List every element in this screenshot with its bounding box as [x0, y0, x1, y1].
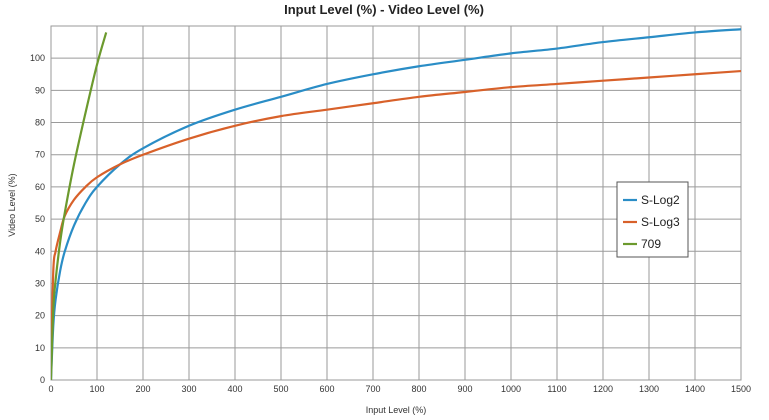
- x-tick-label: 200: [135, 384, 150, 394]
- y-tick-label: 40: [35, 246, 45, 256]
- legend: S-Log2 S-Log3 709: [616, 181, 689, 258]
- plot-area: [51, 28, 741, 380]
- legend-label-709: 709: [641, 237, 661, 251]
- x-tick-label: 900: [457, 384, 472, 394]
- y-tick-label: 30: [35, 278, 45, 288]
- x-tick-label: 1400: [685, 384, 705, 394]
- series-line-s-log2: [51, 28, 741, 380]
- y-axis-label: Video Level (%): [7, 173, 17, 236]
- x-tick-label: 1300: [639, 384, 659, 394]
- series-line-709: [51, 32, 108, 380]
- x-tick-label: 1200: [593, 384, 613, 394]
- x-tick-label: 0: [48, 384, 53, 394]
- legend-label-s-log2: S-Log2: [641, 193, 680, 207]
- x-tick-label: 100: [89, 384, 104, 394]
- x-tick-label: 600: [319, 384, 334, 394]
- x-tick-label: 400: [227, 384, 242, 394]
- chart-title: Input Level (%) - Video Level (%): [284, 2, 484, 17]
- x-tick-label: 800: [411, 384, 426, 394]
- x-tick-label: 500: [273, 384, 288, 394]
- x-tick-label: 700: [365, 384, 380, 394]
- x-tick-label: 300: [181, 384, 196, 394]
- y-tick-label: 100: [30, 53, 45, 63]
- axes: 0 100 200 300 400 500 600 700 800 900 1000 1100 1200…: [30, 53, 751, 394]
- y-tick-label: 20: [35, 311, 45, 321]
- y-tick-label: 90: [35, 85, 45, 95]
- x-tick-label: 1100: [547, 384, 566, 394]
- y-tick-label: 60: [35, 182, 45, 192]
- x-axis-label: Input Level (%): [366, 405, 427, 415]
- y-tick-label: 50: [35, 214, 45, 224]
- legend-label-s-log3: S-Log3: [641, 215, 680, 229]
- y-tick-label: 10: [35, 343, 45, 353]
- y-tick-label: 0: [40, 375, 45, 385]
- x-tick-label: 1000: [501, 384, 521, 394]
- x-tick-label: 1500: [731, 384, 751, 394]
- y-tick-label: 80: [35, 118, 45, 128]
- y-tick-label: 70: [35, 150, 45, 160]
